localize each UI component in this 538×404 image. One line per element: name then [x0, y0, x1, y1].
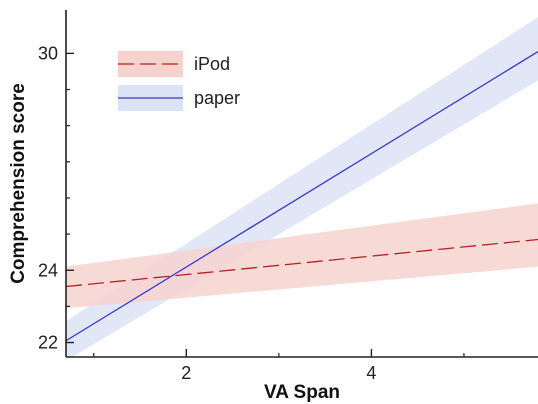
y-tick-label: 24	[38, 260, 58, 280]
x-tick-label: 2	[181, 363, 191, 383]
y-tick-label: 22	[38, 333, 58, 353]
y-axis-title: Comprehension score	[8, 83, 29, 284]
x-axis-title: VA Span	[264, 382, 340, 403]
band-ipod	[66, 203, 538, 309]
y-tick-label: 30	[38, 43, 58, 63]
line-ipod	[66, 238, 538, 288]
x-tick-label: 4	[366, 363, 376, 383]
line-paper	[66, 51, 538, 342]
legend-label-paper: paper	[194, 88, 240, 108]
legend-label-ipod: iPod	[194, 54, 230, 74]
